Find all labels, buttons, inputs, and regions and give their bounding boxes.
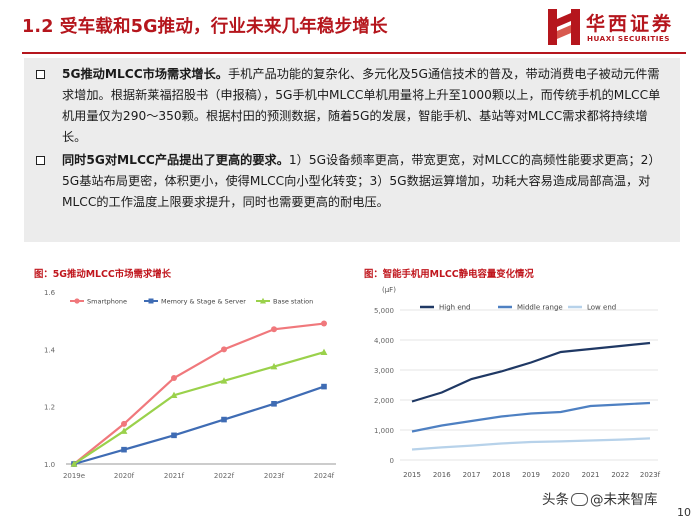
legend-label: Base station [273, 298, 313, 306]
data-point [271, 401, 277, 407]
x-tick-label: 2018 [492, 471, 510, 479]
y-tick-label: 1.4 [44, 346, 56, 354]
series-line-1 [411, 401, 651, 433]
x-tick-label: 2023f [264, 472, 285, 480]
x-tick-label: 2020f [114, 472, 135, 480]
x-tick-label: 2017 [463, 471, 481, 479]
x-tick-label: 2019e [63, 472, 85, 480]
bullet-heading: 5G推动MLCC市场需求增长。 [62, 67, 228, 81]
data-point [70, 460, 78, 467]
x-tick-label: 2022 [611, 471, 629, 479]
slide-header: 1.2 受车载和5G推动，行业未来几年稳步增长 华西证券 HUAXI SECUR… [0, 0, 700, 52]
watermark: 头条 @未来智库 [542, 488, 658, 508]
data-point [171, 432, 177, 439]
huaxi-logo-mark-icon [548, 9, 580, 45]
checkbox-square-icon [36, 156, 45, 165]
y-tick-label: 1.2 [44, 404, 55, 412]
y-tick-label: 1,000 [374, 427, 394, 435]
legend-label: Memory & Stage & Server [161, 298, 246, 306]
y-axis-unit: (μF) [382, 286, 396, 294]
legend-marker [74, 298, 80, 304]
data-point [271, 326, 277, 333]
x-tick-label: 2021f [164, 472, 185, 480]
data-point [171, 375, 177, 381]
y-tick-label: 1.6 [44, 289, 56, 297]
chart-caption-right: 图：智能手机用MLCC静电容量变化情况 [364, 269, 534, 280]
bullet-heading: 同时5G对MLCC产品提出了更高的要求。 [62, 153, 289, 167]
x-tick-label: 2021 [582, 471, 600, 479]
chart-caption-left: 图：5G推动MLCC市场需求增长 [34, 269, 172, 280]
y-tick-label: 4,000 [374, 337, 394, 345]
watermark-prefix: 头条 [542, 492, 569, 508]
x-tick-label: 2022f [214, 472, 235, 480]
bullet-5g-requirements: 同时5G对MLCC产品提出了更高的要求。1）5G设备频率更高，带宽更宽，对MLC… [34, 150, 666, 213]
legend-label: Smartphone [87, 298, 127, 306]
series-line-1 [73, 385, 325, 466]
y-tick-label: 0 [390, 457, 394, 465]
legend-label: Low end [587, 304, 616, 312]
x-tick-label: 2015 [403, 471, 421, 479]
summary-box: 5G推动MLCC市场需求增长。手机产品功能的复杂化、多元化及5G通信技术的普及，… [24, 58, 680, 242]
y-tick-label: 2,000 [374, 397, 394, 405]
data-point [321, 320, 327, 327]
data-point [221, 346, 227, 353]
series-line-0 [411, 341, 651, 403]
chart-mlcc-demand-svg: 1.0 1.2 1.4 1.6 2019e 2020f 2021f 2022f 2023f 202… [44, 289, 336, 480]
x-tick-label: 2020 [552, 471, 570, 479]
y-tick-label: 3,000 [374, 367, 394, 375]
data-point [121, 446, 127, 453]
data-point [270, 362, 278, 370]
watermark-name: @未来智库 [590, 492, 658, 508]
title-underline [22, 52, 686, 54]
data-point [170, 391, 178, 398]
bullet-5g-demand: 5G推动MLCC市场需求增长。手机产品功能的复杂化、多元化及5G通信技术的普及，… [34, 64, 666, 148]
series-line-0 [73, 322, 325, 465]
logo-english-name: HUAXI SECURITIES [587, 34, 670, 43]
y-tick-label: 1.0 [44, 461, 55, 469]
bullet-body: 1）5G设备频率更高，带宽更宽，对MLCC的高频性能要求更高；2）5G基站布局更… [62, 153, 661, 209]
legend-label: Middle range [517, 304, 563, 312]
data-point [120, 427, 128, 434]
data-point [220, 377, 228, 384]
data-point [320, 348, 328, 355]
x-tick-label: 2023f [640, 471, 661, 479]
legend-marker [260, 297, 266, 304]
chart-capacitance-svg: (μF) 0 1,000 2,000 3,000 4,000 5,000 2015 2016 20… [374, 286, 661, 479]
data-point [321, 383, 327, 390]
x-tick-label: 2019 [522, 471, 540, 479]
checkbox-square-icon [36, 70, 45, 79]
logo-chinese-name: 华西证券 [586, 13, 675, 35]
huaxi-logo: 华西证券 HUAXI SECURITIES [546, 7, 696, 49]
chart-capacitance: (μF) 0 1,000 2,000 3,000 4,000 5,000 2015 2016 20… [360, 280, 670, 484]
bullet-body: 手机产品功能的复杂化、多元化及5G通信技术的普及，带动消费电子被动元件需求增加。… [62, 67, 661, 144]
x-tick-label: 2016 [433, 471, 451, 479]
legend-label: High end [439, 304, 471, 312]
y-tick-label: 5,000 [374, 307, 394, 315]
data-point [121, 420, 127, 427]
series-line-2 [73, 351, 325, 465]
slide-title: 1.2 受车载和5G推动，行业未来几年稳步增长 [22, 17, 388, 37]
chart-mlcc-demand: 1.0 1.2 1.4 1.6 2019e 2020f 2021f 2022f 2023f 202… [28, 280, 350, 484]
data-point [221, 416, 227, 423]
series-line-2 [411, 437, 651, 451]
x-tick-label: 2024f [314, 472, 335, 480]
legend-marker [148, 298, 154, 304]
wechat-icon [571, 493, 588, 506]
page-number: 10 [677, 506, 691, 519]
